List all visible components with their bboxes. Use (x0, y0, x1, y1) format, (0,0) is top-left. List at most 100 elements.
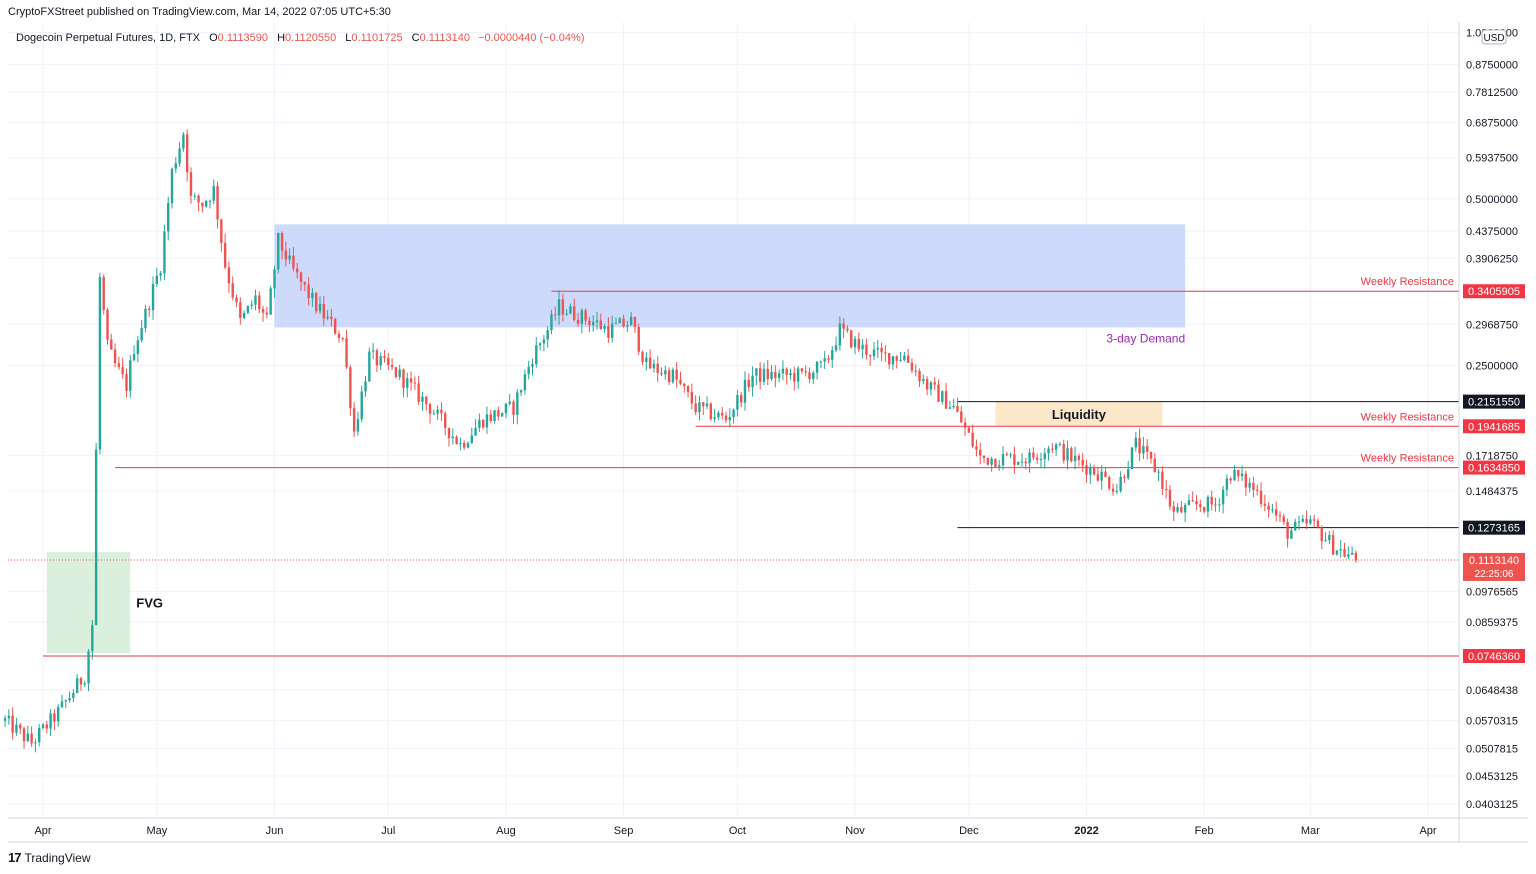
candle-body (819, 361, 823, 363)
candle (922, 374, 925, 385)
currency-badge-text: USD (1483, 33, 1504, 44)
y-tick-label: 0.0570315 (1466, 716, 1518, 728)
candle (26, 725, 30, 743)
candle (660, 367, 663, 377)
candle-body (1009, 454, 1012, 456)
candle (690, 383, 694, 410)
candle (409, 371, 413, 391)
candle (819, 360, 823, 369)
candle (231, 276, 234, 301)
candle-body (375, 350, 379, 366)
candle-body (1051, 448, 1054, 450)
candle-body (599, 320, 602, 329)
candle (1301, 514, 1304, 523)
candle (235, 294, 238, 308)
candle (1256, 484, 1259, 496)
candle (462, 440, 466, 450)
candle (333, 317, 337, 335)
candle (861, 338, 864, 359)
candle-body (569, 306, 572, 314)
candle (1051, 443, 1054, 454)
candle-body (280, 233, 284, 251)
candle (341, 337, 344, 342)
candle (151, 276, 155, 320)
y-tick-label: 0.8750000 (1466, 60, 1518, 72)
candle (569, 303, 572, 315)
candle-body (963, 422, 967, 428)
candle-body (315, 292, 318, 312)
candle (1043, 447, 1046, 469)
candle (694, 395, 697, 415)
candle-body (1043, 453, 1046, 460)
candle-body (887, 353, 891, 365)
price-label: 0.0746360 (1463, 649, 1525, 663)
price-label: 0.1941685 (1463, 419, 1525, 434)
candle (163, 224, 166, 280)
currency-badge-box (1481, 29, 1507, 45)
candle-body (102, 277, 105, 310)
candle (1005, 451, 1009, 456)
candle (440, 402, 443, 421)
candle-body (1157, 471, 1160, 473)
candle-body (53, 713, 56, 722)
candle (853, 335, 857, 355)
candle (831, 346, 834, 368)
y-tick-label: 0.7812500 (1466, 87, 1518, 99)
candle (1096, 466, 1100, 482)
candle-body (762, 368, 766, 382)
candle-body (345, 338, 348, 368)
candle (1320, 525, 1323, 550)
candle (242, 310, 246, 320)
weekly-resistance-label: Weekly Resistance (1361, 411, 1454, 423)
candle-body (903, 355, 906, 360)
candle-body (1180, 507, 1183, 513)
candle-body (478, 419, 481, 428)
candle (979, 442, 982, 465)
candle-body (1335, 550, 1339, 555)
candle (1354, 550, 1358, 563)
tradingview-logo[interactable]: 17 TradingView (8, 850, 91, 865)
candle-body (288, 255, 291, 260)
candle (626, 320, 629, 333)
candle-body (1020, 461, 1024, 463)
candle (337, 330, 341, 343)
candle (144, 304, 147, 333)
candle-body (1297, 521, 1301, 523)
candle (1248, 477, 1251, 493)
candle (83, 680, 86, 688)
candle-body (91, 625, 94, 652)
candle-body (998, 465, 1001, 467)
candle (49, 708, 52, 736)
candle (1119, 471, 1122, 493)
candle-body (1195, 501, 1198, 505)
chart-annotations: 3-day Demand FVG Liquidity Weekly Resistanc… (136, 276, 1454, 610)
candle-body (922, 379, 925, 382)
candle-body (831, 350, 834, 360)
candle-body (1146, 446, 1149, 452)
candle-body (1032, 452, 1035, 458)
candle-body (1168, 489, 1172, 507)
candle (500, 412, 504, 417)
candle (751, 366, 754, 397)
candle (721, 407, 724, 420)
candle-body (891, 356, 895, 365)
candle (307, 276, 310, 306)
candle-body (72, 692, 75, 699)
candle-body (22, 728, 26, 742)
candle-body (933, 382, 936, 385)
candle-body (607, 326, 610, 338)
candle-body (56, 707, 60, 722)
candle (652, 359, 656, 373)
candle (182, 132, 185, 152)
candle-body (30, 733, 33, 744)
candle-body (333, 319, 337, 334)
candle (1092, 464, 1096, 476)
candle (273, 265, 276, 298)
candle (584, 308, 587, 325)
candle (527, 360, 530, 380)
candle (1070, 446, 1073, 463)
price-label-text: 0.1634850 (1468, 463, 1520, 475)
candle (106, 307, 109, 345)
legend-change: −0.0000440 (−0.04%) (478, 32, 584, 44)
